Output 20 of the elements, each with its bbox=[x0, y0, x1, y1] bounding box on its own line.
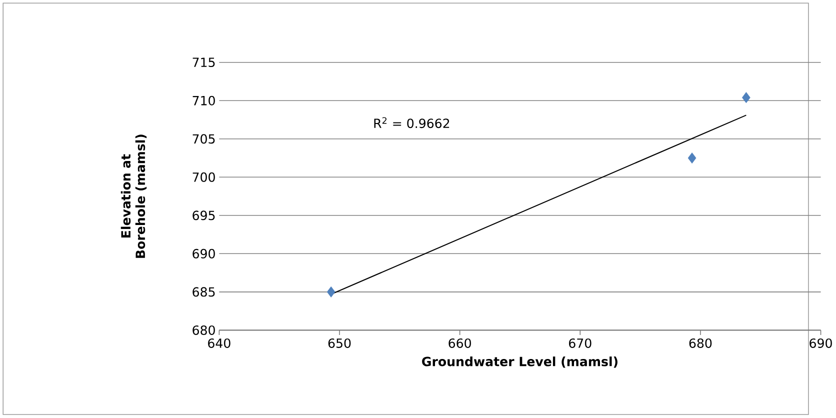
point bbox=[742, 92, 750, 104]
y-tick-label: 680 bbox=[192, 326, 215, 336]
y-tick-label: 690 bbox=[192, 249, 215, 259]
x-axis-title: Groundwater Level (mamsl) bbox=[422, 356, 618, 368]
x-tick-label: 650 bbox=[328, 338, 351, 348]
y-tick-label: 700 bbox=[192, 172, 215, 182]
point bbox=[326, 286, 336, 298]
y-tick-label: 685 bbox=[192, 287, 215, 297]
y-tick-label: 710 bbox=[192, 96, 215, 106]
x-tick-label: 660 bbox=[448, 338, 471, 348]
point bbox=[688, 152, 696, 164]
y-axis-title: Elevation at Borehole (mamsl) bbox=[120, 134, 147, 258]
x-tick-label: 640 bbox=[208, 338, 230, 348]
y-tick-label: 695 bbox=[192, 210, 215, 220]
x-tick-label: 690 bbox=[810, 338, 832, 348]
y-tick-label: 705 bbox=[192, 134, 215, 144]
y-tick-label: 715 bbox=[192, 58, 215, 68]
annotation: R$^{2}$ = 0.9662 bbox=[374, 117, 450, 128]
x-tick-label: 680 bbox=[689, 338, 712, 348]
x-tick-label: 670 bbox=[569, 338, 592, 348]
